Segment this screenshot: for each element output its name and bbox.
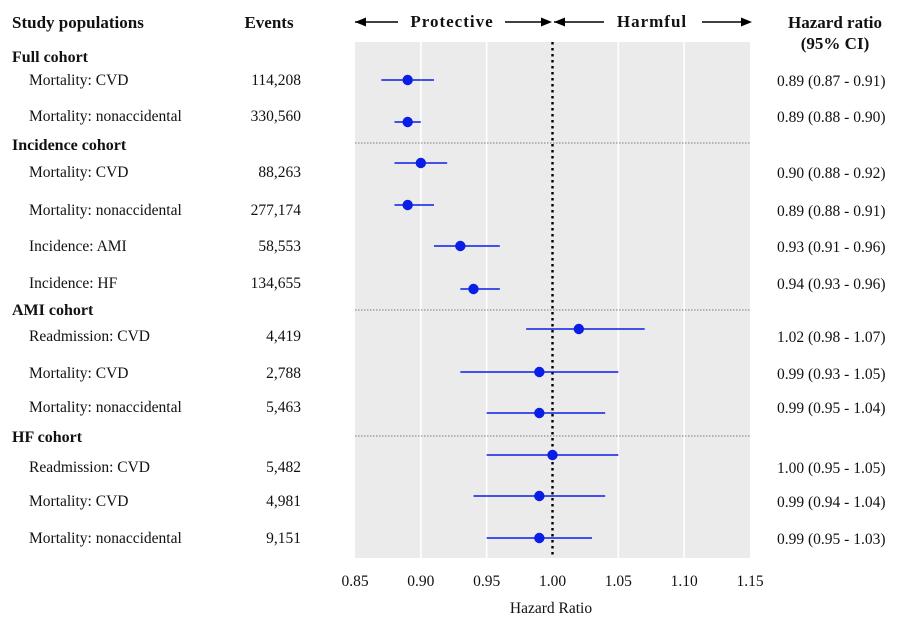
row-events: 5,482 — [266, 459, 301, 476]
header-harmful: Harmful — [617, 12, 687, 31]
hazard-ratio-point — [455, 240, 466, 252]
row-label: Incidence: HF — [29, 275, 118, 292]
hazard-ratio-point — [402, 116, 413, 128]
hazard-ratio-point — [402, 199, 413, 211]
harmful-arrow-left-head — [554, 17, 565, 27]
row-events: 88,263 — [258, 164, 301, 181]
hazard-ratio-point — [415, 157, 427, 169]
direction-arrows — [355, 17, 752, 27]
row-label: Incidence: AMI — [29, 238, 127, 255]
row-events: 9,151 — [266, 530, 301, 547]
x-tick-label: 1.00 — [539, 573, 566, 590]
row-events: 5,463 — [266, 399, 301, 416]
row-events: 4,419 — [266, 328, 301, 345]
header-protective: Protective — [410, 12, 493, 31]
group-label: Incidence cohort — [12, 137, 127, 154]
hazard-ratio-point — [534, 532, 545, 544]
row-hazard-ratio-ci: 0.99 (0.95 - 1.04) — [777, 400, 886, 417]
header-ci: (95% CI) — [801, 34, 869, 53]
row-events: 58,553 — [258, 238, 301, 255]
group-label: HF cohort — [12, 429, 83, 446]
hazard-ratio-point — [402, 74, 413, 86]
row-events: 2,788 — [266, 365, 301, 382]
row-hazard-ratio-ci: 0.90 (0.88 - 0.92) — [777, 165, 886, 182]
row-label: Mortality: CVD — [29, 365, 128, 382]
hazard-ratio-point — [534, 490, 545, 502]
x-axis-title: Hazard Ratio — [510, 600, 592, 617]
row-label: Mortality: nonaccidental — [29, 399, 182, 416]
row-events: 114,208 — [251, 72, 301, 89]
header-hazard-ratio: Hazard ratio — [788, 13, 882, 32]
row-events: 4,981 — [266, 493, 301, 510]
x-tick-label: 1.15 — [736, 573, 763, 590]
row-hazard-ratio-ci: 0.94 (0.93 - 0.96) — [777, 276, 886, 293]
row-label: Mortality: nonaccidental — [29, 108, 182, 125]
header-events: Events — [244, 13, 294, 32]
row-label: Mortality: CVD — [29, 72, 128, 89]
row-events: 277,174 — [251, 202, 302, 219]
row-hazard-ratio-ci: 0.93 (0.91 - 0.96) — [777, 239, 886, 256]
row-label: Readmission: CVD — [29, 459, 150, 476]
x-tick-label: 1.10 — [671, 573, 698, 590]
group-label: Full cohort — [12, 49, 89, 66]
row-events: 330,560 — [251, 108, 302, 125]
harmful-arrow-right-head — [741, 17, 752, 27]
x-tick-label: 1.05 — [605, 573, 632, 590]
row-hazard-ratio-ci: 0.89 (0.87 - 0.91) — [777, 73, 886, 90]
hazard-ratio-point — [547, 449, 558, 461]
x-tick-label: 0.85 — [341, 573, 368, 590]
protective-arrow-left-head — [355, 17, 366, 27]
x-tick-label: 0.90 — [407, 573, 434, 590]
row-hazard-ratio-ci: 0.99 (0.94 - 1.04) — [777, 494, 886, 511]
row-hazard-ratio-ci: 0.89 (0.88 - 0.90) — [777, 109, 886, 126]
header-study-populations: Study populations — [12, 13, 144, 32]
row-label: Readmission: CVD — [29, 328, 150, 345]
group-label: AMI cohort — [12, 302, 94, 319]
row-hazard-ratio-ci: 1.02 (0.98 - 1.07) — [777, 329, 886, 346]
hazard-ratio-point — [534, 366, 545, 378]
hazard-ratio-point — [534, 407, 545, 419]
protective-arrow-right-head — [541, 17, 552, 27]
row-hazard-ratio-ci: 1.00 (0.95 - 1.05) — [777, 460, 886, 477]
row-events: 134,655 — [251, 275, 302, 292]
row-hazard-ratio-ci: 0.99 (0.93 - 1.05) — [777, 366, 886, 383]
row-label: Mortality: nonaccidental — [29, 202, 182, 219]
row-hazard-ratio-ci: 0.99 (0.95 - 1.03) — [777, 531, 886, 548]
row-label: Mortality: nonaccidental — [29, 530, 182, 547]
hazard-ratio-point — [573, 323, 585, 335]
row-label: Mortality: CVD — [29, 164, 128, 181]
row-label: Mortality: CVD — [29, 493, 128, 510]
row-hazard-ratio-ci: 0.89 (0.88 - 0.91) — [777, 203, 886, 220]
hazard-ratio-point — [468, 283, 479, 295]
x-tick-label: 0.95 — [473, 573, 500, 590]
